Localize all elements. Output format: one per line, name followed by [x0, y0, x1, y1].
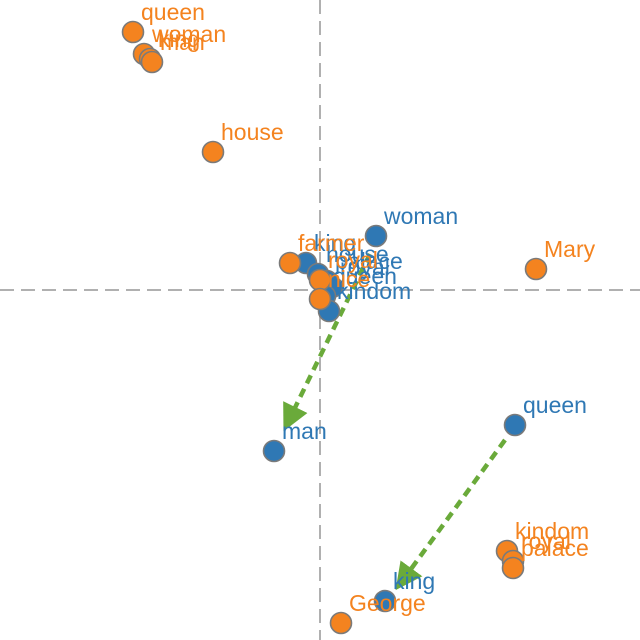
point-label-s2-1: queen: [141, 0, 205, 25]
point-label-s1-1: woman: [383, 203, 458, 229]
data-point-s2-9: [524, 257, 548, 281]
data-point-s1-9: [503, 413, 527, 437]
data-point-s2-5: [201, 140, 225, 164]
point-label-s2-8: nice: [328, 266, 370, 292]
data-point-s2-8: [308, 287, 332, 311]
data-point-s2-4: [140, 50, 164, 74]
point-label-s2-6: farmer: [298, 230, 365, 256]
point-label-s2-3: king: [158, 26, 200, 52]
point-label-s1-7: kindom: [337, 278, 411, 304]
point-label-s2-9: Mary: [544, 236, 596, 262]
data-point-s1-8: [262, 439, 286, 463]
point-label-s1-4: palace: [335, 248, 403, 274]
point-label-s1-6: queen: [333, 263, 397, 289]
point-label-s2-11: royal: [521, 528, 571, 554]
point-label-s1-5: royal: [340, 254, 390, 280]
data-point-s2-1: [121, 20, 145, 44]
data-point-s1-10: [373, 589, 397, 613]
point-label-s2-7: royal: [328, 247, 378, 273]
point-label-s1-9: queen: [523, 392, 587, 418]
point-label-s1-10: king: [393, 568, 435, 594]
data-point-s2-12: [501, 556, 525, 580]
data-point-s2-6: [278, 251, 302, 275]
data-point-s2-13: [329, 611, 353, 635]
data-point-s1-1: [364, 224, 388, 248]
point-label-s2-2: woman: [151, 21, 226, 47]
offset-arrow-1: [283, 253, 373, 432]
points: [121, 20, 548, 635]
point-label-s2-5: house: [221, 119, 284, 145]
point-label-s1-3: house: [326, 241, 389, 267]
point-label-s2-12: palace: [521, 535, 589, 561]
arrows: [283, 253, 507, 591]
offset-arrow-2: [395, 438, 507, 591]
point-label-s2-13: George: [349, 590, 426, 616]
point-label-s1-8: man: [282, 418, 327, 444]
point-label-s2-4: man: [160, 29, 205, 55]
labels: womankinghousepalaceroyalqueenkindommanq…: [141, 0, 596, 616]
point-label-s2-10: kindom: [515, 518, 589, 544]
point-label-s1-2: king: [314, 230, 356, 256]
